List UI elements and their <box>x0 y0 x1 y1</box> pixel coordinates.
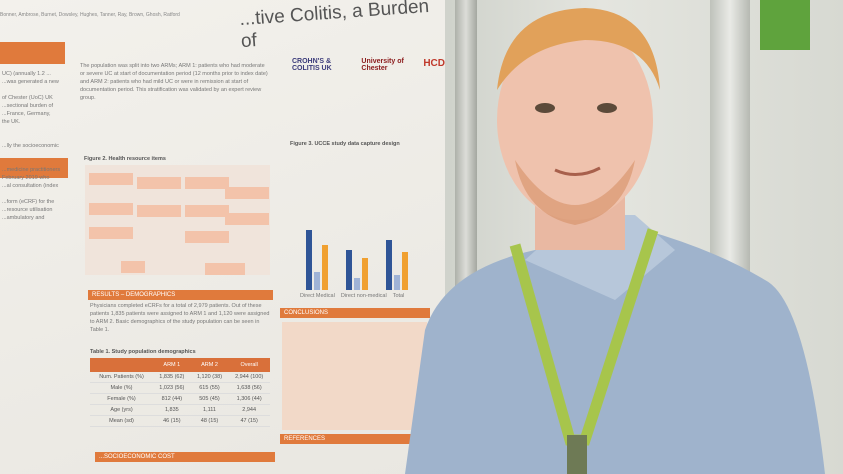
table-caption: Table 1. Study population demographics <box>90 349 196 355</box>
table-cell: 1,306 (44) <box>228 393 270 405</box>
legend-item: Total <box>392 293 405 299</box>
table-cell: 2,944 <box>228 404 270 416</box>
eye <box>535 103 555 113</box>
diagram-box <box>185 177 229 189</box>
diagram-box <box>89 173 133 185</box>
table-cell: 1,835 (62) <box>153 372 191 383</box>
poster-logos: CROHN'S & COLITIS UK University of Chest… <box>292 58 445 72</box>
chart-bar <box>402 252 408 290</box>
chart-bar <box>386 240 392 290</box>
table-row: Female (%) 812 (44) 505 (45) 1,306 (44) <box>90 393 270 405</box>
references-heading: REFERENCES <box>280 434 430 444</box>
left-column-line: ...France, Germany, <box>2 111 51 117</box>
diagram-box <box>225 187 269 199</box>
diagram-box <box>89 203 133 215</box>
demographics-table: ARM 1 ARM 2 Overall Num. Patients (%) 1,835… <box>90 358 270 427</box>
face <box>497 20 653 220</box>
left-column-line: ...al consultation (index <box>2 183 59 189</box>
health-resource-diagram <box>85 165 270 275</box>
chart-legend: Direct Medical Direct non-medical Total <box>300 292 404 300</box>
table-cell: Mean (sd) <box>90 415 153 427</box>
table-header: ARM 2 <box>190 358 229 372</box>
table-cell: 47 (15) <box>228 415 270 427</box>
left-column-line: ...was generated a new <box>2 79 59 85</box>
university-chester-logo: University of Chester <box>361 58 404 72</box>
chart-bar <box>306 230 312 290</box>
table-cell: 46 (15) <box>153 415 191 427</box>
intro-text: The population was split into two ARMs; … <box>80 63 268 101</box>
table-cell: 48 (15) <box>190 415 229 427</box>
left-column-line: February 2019 who <box>2 175 50 181</box>
chart-bar <box>354 278 360 290</box>
diagram-box <box>185 205 229 217</box>
table-header: Overall <box>228 358 270 372</box>
chart-bar <box>314 272 320 290</box>
table-cell: Female (%) <box>90 393 153 405</box>
crohns-colitis-logo: CROHN'S & COLITIS UK <box>292 58 332 72</box>
left-column-line: ...medicine practitioners <box>2 167 61 173</box>
table-header <box>90 358 153 372</box>
left-column-line: the UK. <box>2 119 21 125</box>
chart-bar <box>362 258 368 290</box>
table-row: Male (%) 1,023 (56) 615 (55) 1,638 (56) <box>90 382 270 394</box>
table-cell: Male (%) <box>90 382 153 394</box>
diagram-box <box>121 261 145 273</box>
table-cell: 1,023 (56) <box>153 382 191 394</box>
table-row: Num. Patients (%) 1,835 (62) 1,120 (38) 2,9… <box>90 372 270 383</box>
diagram-box <box>89 227 133 239</box>
left-column-line: ...ambulatory and <box>2 215 45 221</box>
eye <box>597 103 617 113</box>
table-cell: 1,638 (56) <box>228 382 270 394</box>
conclusions-heading: CONCLUSIONS <box>280 308 430 318</box>
left-column-line: of Chester (UoC) UK <box>2 95 53 101</box>
socio-heading: ...SOCIOECONOMIC COST <box>95 452 275 462</box>
diagram-box <box>137 205 181 217</box>
results-heading: RESULTS – DEMOGRAPHICS <box>88 290 273 300</box>
table-row: Mean (sd) 46 (15) 48 (15) 47 (15) <box>90 415 270 427</box>
man-portrait <box>405 8 825 474</box>
chart-bar <box>346 250 352 290</box>
legend-item: Direct non-medical <box>340 293 387 299</box>
left-column-line: ...form (eCRF) for the <box>2 199 55 205</box>
table-row: Age (yrs) 1,835 1,111 2,944 <box>90 404 270 416</box>
chart-bar <box>394 275 400 290</box>
table-cell: 1,120 (38) <box>190 372 229 383</box>
green-sign <box>760 0 810 50</box>
left-column-text: UC) (annually 1.2 ... ...was generated a … <box>2 70 70 222</box>
legend-item: Direct Medical <box>300 293 335 299</box>
left-column-line: ...sectional burden of <box>2 103 54 109</box>
table-cell: 1,111 <box>190 404 229 416</box>
left-column-line: ...resource utilisation <box>2 207 53 213</box>
hair <box>497 8 660 90</box>
diagram-box <box>225 213 269 225</box>
table-cell: 1,835 <box>153 404 191 416</box>
conclusions-box <box>282 322 427 430</box>
diagram-box <box>137 177 181 189</box>
diagram-box <box>185 231 229 243</box>
left-column-line: ...lly the socioeconomic <box>2 143 59 149</box>
left-column-line: UC) (annually 1.2 ... <box>2 71 51 77</box>
figure2-caption: Figure 2. Health resource items <box>84 156 166 162</box>
figure3-caption: Figure 3. UCCE study data capture design <box>290 141 400 147</box>
table-cell: 812 (44) <box>153 393 191 405</box>
diagram-box <box>205 263 245 275</box>
chart-bar <box>322 245 328 290</box>
table-header-row: ARM 1 ARM 2 Overall <box>90 358 270 372</box>
table-cell: Num. Patients (%) <box>90 372 153 383</box>
mouth <box>554 166 601 176</box>
table-cell: 2,944 (100) <box>228 372 270 383</box>
beard <box>515 160 635 225</box>
section-band <box>0 158 68 178</box>
poster-authors: Bonner, Ambrose, Burnet, Dowsley, Hughes… <box>0 12 180 18</box>
cost-bar-chart <box>300 210 420 290</box>
results-text: Physicians completed eCRFs for a total o… <box>90 303 270 333</box>
table-header: ARM 1 <box>153 358 191 372</box>
table-cell: 615 (55) <box>190 382 229 394</box>
section-band <box>0 42 65 64</box>
research-poster: ...tive Colitis, a Burden of Bonner, Amb… <box>0 0 445 474</box>
lanyard-clip <box>567 435 587 474</box>
hcd-logo: HCD <box>423 58 445 69</box>
table-cell: 505 (45) <box>190 393 229 405</box>
table-cell: Age (yrs) <box>90 404 153 416</box>
